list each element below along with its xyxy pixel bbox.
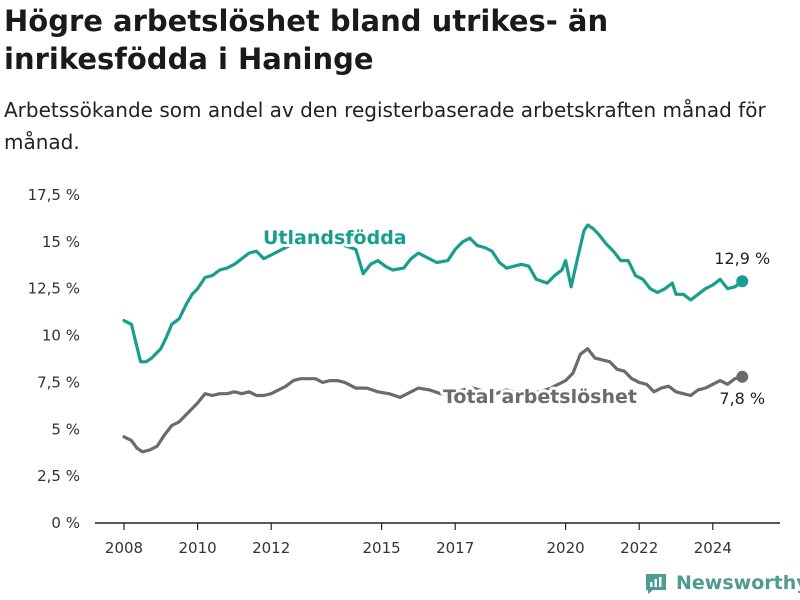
brand-name: Newsworthy <box>676 572 800 594</box>
y-tick-label: 12,5 % <box>28 280 80 298</box>
series-line-total <box>122 347 744 454</box>
end-point-utlandsfodda <box>736 275 749 288</box>
chart-subtitle: Arbetssökande som andel av den registerb… <box>4 98 766 154</box>
x-tick-label: 2008 <box>105 539 143 557</box>
end-label-total: 7,8 % <box>719 389 765 408</box>
x-tick-label: 2024 <box>694 539 732 557</box>
y-tick-label: 10 % <box>42 327 80 345</box>
y-tick-label: 7,5 % <box>37 373 80 391</box>
x-tick-label: 2017 <box>436 539 474 557</box>
end-point-total <box>736 370 749 383</box>
brand-logo: Newsworthy <box>644 568 800 598</box>
y-tick-label: 17,5 % <box>28 186 80 204</box>
series-label-total: Total arbetslöshet <box>443 386 637 408</box>
x-tick-label: 2020 <box>547 539 585 557</box>
x-tick-label: 2015 <box>363 539 401 557</box>
series-label-utlandsfodda: Utlandsfödda <box>263 227 407 249</box>
y-tick-label: 2,5 % <box>37 467 80 485</box>
x-tick-label: 2010 <box>179 539 217 557</box>
series-label-halo-utlandsfodda: Utlandsfödda <box>263 227 407 249</box>
end-label-utlandsfodda: 12,9 % <box>714 249 770 268</box>
y-tick-label: 15 % <box>42 233 80 251</box>
newsworthy-logo-icon <box>646 574 666 594</box>
series-line-utlandsfodda <box>122 223 744 364</box>
series-label-halo-total: Total arbetslöshet <box>443 386 637 408</box>
y-tick-label: 5 % <box>51 420 80 438</box>
y-tick-label: 0 % <box>51 514 80 532</box>
chart-title: Högre arbetslöshet bland utrikes- än inr… <box>4 4 609 76</box>
x-tick-label: 2022 <box>620 539 658 557</box>
x-tick-label: 2012 <box>252 539 290 557</box>
